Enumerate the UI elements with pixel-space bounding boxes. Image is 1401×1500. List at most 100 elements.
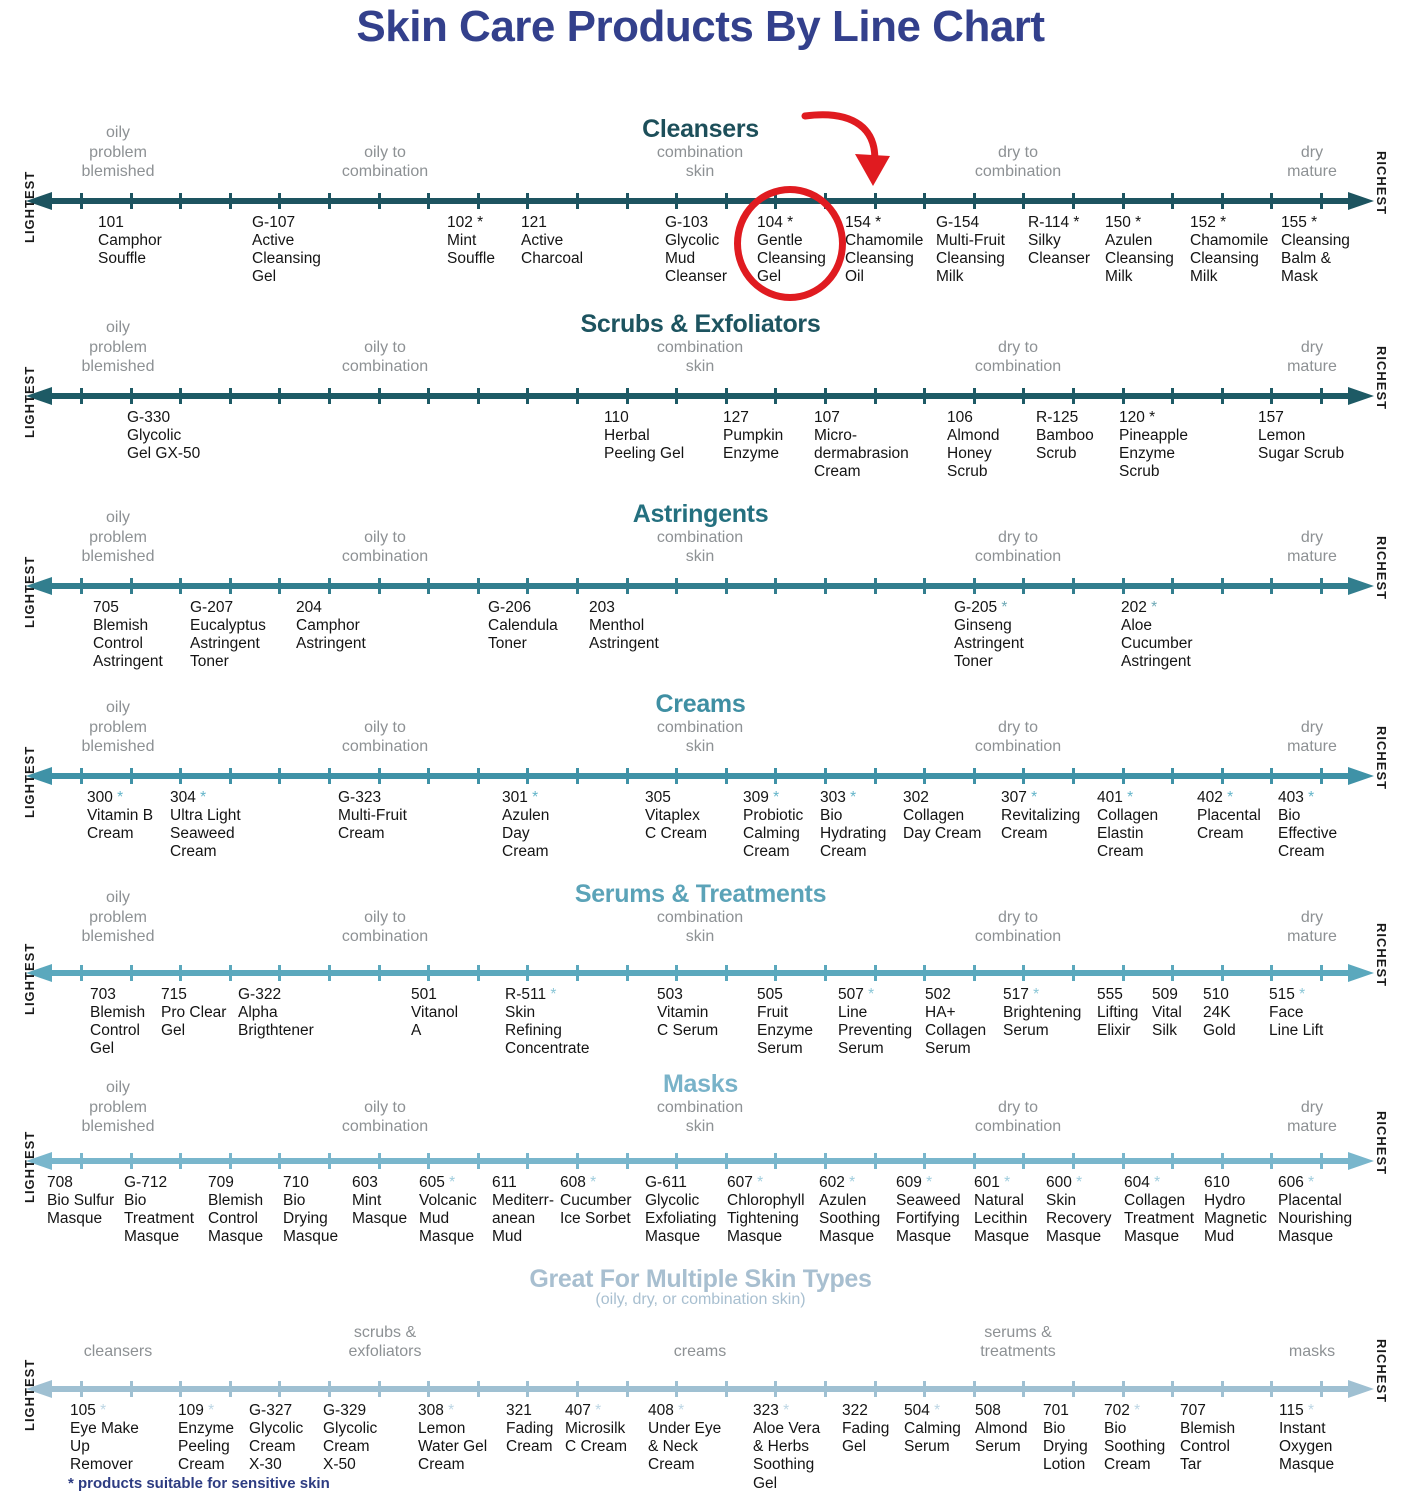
product-label[interactable]: 501 Vitanol A [411,986,458,1040]
product-label[interactable]: 710 Bio Drying Masque [283,1174,338,1247]
product-label[interactable]: 403 * Bio Effective Cream [1278,789,1337,862]
product-label[interactable]: 101 Camphor Souffle [98,214,162,268]
axis-arrow-right-icon [1348,767,1374,785]
product-label[interactable]: 555 Lifting Elixir [1097,986,1138,1040]
product-label[interactable]: 107 Micro- dermabrasion Cream [814,409,909,482]
product-label[interactable]: 508 Almond Serum [975,1402,1028,1456]
product-label[interactable]: 321 Fading Cream [506,1402,553,1456]
product-label[interactable]: 610 Hydro Magnetic Mud [1204,1174,1267,1247]
product-label[interactable]: 702 * Bio Soothing Cream [1104,1402,1165,1475]
product-code: 502 [925,986,951,1003]
product-label[interactable]: 303 * Bio Hydrating Cream [820,789,886,862]
product-label[interactable]: 152 * Chamomile Cleansing Milk [1190,214,1268,287]
product-label[interactable]: 601 * Natural Lecithin Masque [974,1174,1029,1247]
product-label[interactable]: G-207 Eucalyptus Astringent Toner [190,599,266,672]
product-label[interactable]: 105 * Eye Make Up Remover [70,1402,139,1475]
product-label[interactable]: 715 Pro Clear Gel [161,986,226,1040]
product-label[interactable]: R-511 * Skin Refining Concentrate [505,986,589,1059]
product-label[interactable]: 703 Blemish Control Gel [90,986,145,1059]
product-label[interactable]: 121 Active Charcoal [521,214,583,268]
product-label[interactable]: 609 * Seaweed Fortifying Masque [896,1174,961,1247]
product-label[interactable]: 606 * Placental Nourishing Masque [1278,1174,1352,1247]
product-label[interactable]: G-327 Glycolic Cream X-30 [249,1402,303,1475]
product-label[interactable]: 510 24K Gold [1203,986,1236,1040]
product-label[interactable]: 204 Camphor Astringent [296,599,366,653]
product-label[interactable]: R-114 * Silky Cleanser [1028,214,1090,268]
product-label[interactable]: R-125 Bamboo Scrub [1036,409,1094,463]
product-label[interactable]: 300 * Vitamin B Cream [87,789,153,843]
product-label[interactable]: 402 * Placental Cream [1197,789,1261,843]
product-label[interactable]: 304 * Ultra Light Seaweed Cream [170,789,241,862]
product-name: Collagen Elastin Cream [1097,807,1159,861]
product-label[interactable]: G-103 Glycolic Mud Cleanser [665,214,727,287]
product-label[interactable]: 115 * Instant Oxygen Masque [1279,1402,1334,1475]
sensitive-skin-star-icon: * [1130,214,1142,231]
axis-tick [328,578,331,594]
product-label[interactable]: 307 * Revitalizing Cream [1001,789,1080,843]
product-label[interactable]: G-611 Glycolic Exfoliating Masque [645,1174,717,1247]
product-label[interactable]: 120 * Pineapple Enzyme Scrub [1119,409,1188,482]
product-label[interactable]: 157 Lemon Sugar Scrub [1258,409,1344,463]
product-label[interactable]: 503 Vitamin C Serum [657,986,718,1040]
product-label[interactable]: 127 Pumpkin Enzyme [723,409,783,463]
product-label[interactable]: 505 Fruit Enzyme Serum [757,986,813,1059]
product-code: 104 [757,214,783,231]
product-label[interactable]: 608 * Cucumber Ice Sorbet [560,1174,632,1228]
product-label[interactable]: G-205 * Ginseng Astringent Toner [954,599,1024,672]
product-label[interactable]: 110 Herbal Peeling Gel [604,409,684,463]
product-label[interactable]: 504 * Calming Serum [904,1402,961,1456]
product-label[interactable]: G-206 Calendula Toner [488,599,558,653]
axis-arrow-left-icon [26,1152,52,1170]
product-label[interactable]: 600 * Skin Recovery Masque [1046,1174,1111,1247]
product-label[interactable]: 407 * Microsilk C Cream [565,1402,627,1456]
product-label[interactable]: 305 Vitaplex C Cream [645,789,707,843]
product-code: 505 [757,986,783,1003]
product-label[interactable]: 308 * Lemon Water Gel Cream [418,1402,487,1475]
product-label[interactable]: 106 Almond Honey Scrub [947,409,1000,482]
product-label[interactable]: 515 * Face Line Lift [1269,986,1323,1040]
product-label[interactable]: 155 * Cleansing Balm & Mask [1281,214,1350,287]
product-code: 302 [903,789,929,806]
product-label[interactable]: 322 Fading Gel [842,1402,889,1456]
product-label[interactable]: 602 * Azulen Soothing Masque [819,1174,880,1247]
product-label[interactable]: 309 * Probiotic Calming Cream [743,789,803,862]
zone-label: serums & treatments [980,1323,1056,1361]
product-label[interactable]: 323 * Aloe Vera & Herbs Soothing Gel [753,1402,820,1493]
product-label[interactable]: 605 * Volcanic Mud Masque [419,1174,477,1247]
product-label[interactable]: 154 * Chamomile Cleansing Oil [845,214,923,287]
product-label[interactable]: 301 * Azulen Day Cream [502,789,549,862]
product-label[interactable]: G-107 Active Cleansing Gel [252,214,321,287]
product-label[interactable]: 707 Blemish Control Tar [1180,1402,1235,1475]
product-label[interactable]: 202 * Aloe Cucumber Astringent [1121,599,1193,672]
product-label[interactable]: 701 Bio Drying Lotion [1043,1402,1088,1475]
product-label[interactable]: 509 Vital Silk [1152,986,1182,1040]
product-label[interactable]: 150 * Azulen Cleansing Milk [1105,214,1174,287]
product-label[interactable]: 603 Mint Masque [352,1174,407,1228]
product-label[interactable]: G-154 Multi-Fruit Cleansing Milk [936,214,1005,287]
product-label[interactable]: 507 * Line Preventing Serum [838,986,912,1059]
axis-tick [377,1153,381,1169]
product-label[interactable]: 408 * Under Eye & Neck Cream [648,1402,721,1475]
product-label[interactable]: 109 * Enzyme Peeling Cream [178,1402,234,1475]
product-label[interactable]: 203 Menthol Astringent [589,599,659,653]
product-label[interactable]: 708 Bio Sulfur Masque [47,1174,114,1228]
product-label[interactable]: 401 * Collagen Elastin Cream [1097,789,1158,862]
product-label[interactable]: 604 * Collagen Treatment Masque [1124,1174,1194,1247]
product-label[interactable]: G-329 Glycolic Cream X-50 [323,1402,377,1475]
product-label[interactable]: 607 * Chlorophyll Tightening Masque [727,1174,805,1247]
product-label[interactable]: 705 Blemish Control Astringent [93,599,163,672]
product-label[interactable]: 102 * Mint Souffle [447,214,495,268]
product-label[interactable]: 502 HA+ Collagen Serum [925,986,986,1059]
product-label[interactable]: G-323 Multi-Fruit Cream [338,789,407,843]
product-label[interactable]: 104 * Gentle Cleansing Gel [757,214,826,287]
product-label[interactable]: 517 * Brightening Serum [1003,986,1081,1040]
product-label[interactable]: G-322 Alpha Brigthtener [238,986,314,1040]
product-label[interactable]: 611 Mediterr- anean Mud [492,1174,554,1247]
sensitive-skin-star-icon: * [999,1174,1011,1191]
product-label[interactable]: G-330 Glycolic Gel GX-50 [127,409,200,463]
product-name: Blemish Control Astringent [93,617,163,671]
product-label[interactable]: 709 Blemish Control Masque [208,1174,263,1247]
product-label[interactable]: 302 Collagen Day Cream [903,789,981,843]
product-code: G-330 [127,409,171,426]
product-label[interactable]: G-712 Bio Treatment Masque [124,1174,194,1247]
